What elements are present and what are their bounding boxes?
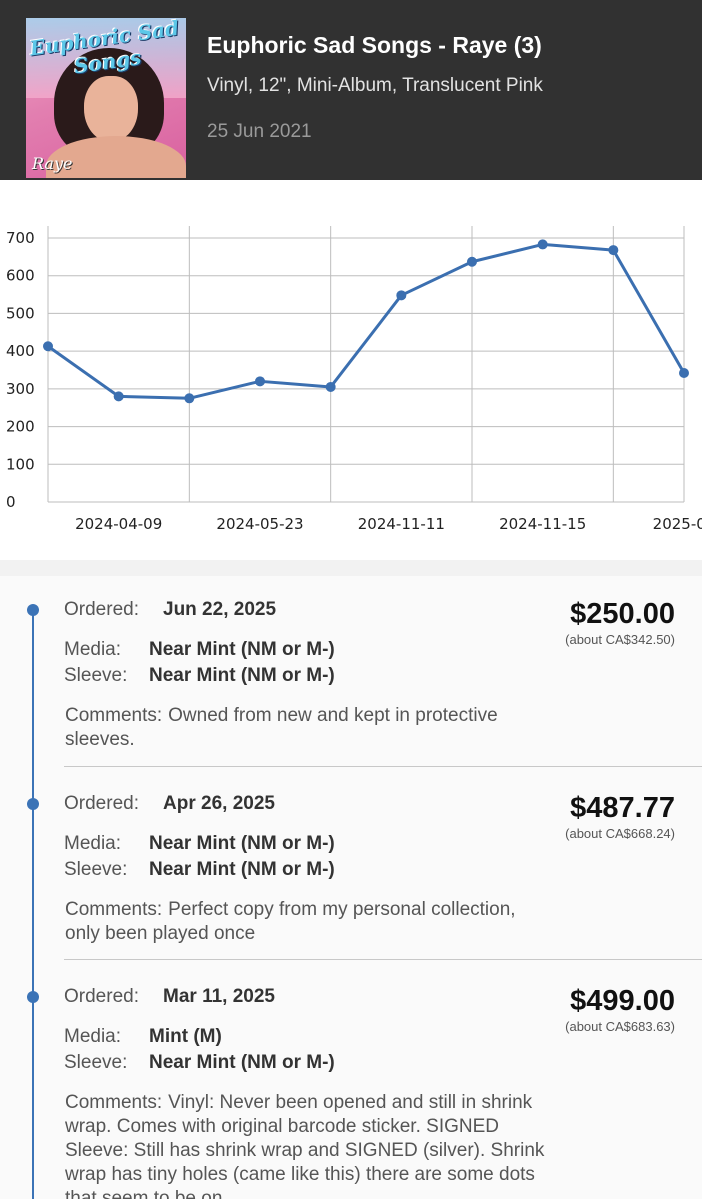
y-tick-label: 200 [6,418,35,436]
album-cover-image[interactable]: Euphoric Sad Songs Raye [26,18,186,178]
comments-text: Perfect copy from my personal collection… [65,899,516,944]
media-condition: Mint (M) [149,1026,222,1047]
data-point [255,376,265,387]
release-header: Euphoric Sad Songs Raye Euphoric Sad Son… [0,0,702,180]
y-tick-label: 600 [6,267,35,285]
y-tick-label: 700 [6,229,35,247]
data-point [43,341,53,352]
ordered-label: Ordered: [64,599,139,620]
sleeve-label: Sleeve: [64,859,128,880]
media-label: Media: [64,833,122,854]
section-gap [0,560,702,576]
list-item[interactable]: Ordered: Mar 11, 2025 $499.00 (about CA$… [0,963,702,1199]
order-comments: Comments: Perfect copy from my personal c… [65,898,545,946]
price-history-chart: 0 100 200 300 400 500 600 700 2024-04-09 2024-05-… [0,180,702,560]
order-date: Jun 22, 2025 [163,599,277,620]
cover-face [84,76,138,142]
comments-label: Comments: [65,705,163,726]
order-price-converted: (about CA$683.63) [565,1019,675,1034]
order-comments: Comments: Owned from new and kept in prot… [65,704,545,752]
data-point [679,368,689,379]
release-date: 25 Jun 2021 [207,121,312,142]
x-tick-label: 2024-04-09 [75,515,162,533]
divider [64,959,702,960]
order-comments: Comments: Vinyl: Never been opened and st… [65,1091,545,1199]
media-condition: Near Mint (NM or M-) [149,833,335,854]
comments-label: Comments: [65,1092,163,1113]
sleeve-condition: Near Mint (NM or M-) [149,859,335,880]
y-tick-label: 0 [6,493,16,511]
order-price: $487.77 [570,792,675,824]
release-title[interactable]: Euphoric Sad Songs - Raye (3) [207,32,542,58]
x-tick-label: 2024-11-11 [358,515,445,533]
sleeve-condition: Near Mint (NM or M-) [149,665,335,686]
ordered-label: Ordered: [64,986,139,1007]
comments-text: Vinyl: Never been opened and still in sh… [65,1092,545,1199]
x-tick-label: 2025-04 [653,515,702,533]
y-tick-label: 100 [6,455,35,473]
sleeve-label: Sleeve: [64,665,128,686]
media-condition: Near Mint (NM or M-) [149,639,335,660]
sales-history-list: Ordered: Jun 22, 2025 $250.00 (about CA$… [0,576,702,1199]
list-item[interactable]: Ordered: Jun 22, 2025 $250.00 (about CA$… [0,576,702,768]
data-point [113,391,124,402]
x-tick-label: 2024-11-15 [499,515,586,533]
cover-signature: Raye [32,154,73,173]
y-tick-label: 300 [6,380,35,398]
list-item[interactable]: Ordered: Apr 26, 2025 $487.77 (about CA$… [0,770,702,962]
data-point [396,290,407,301]
timeline-dot [27,798,39,810]
order-price-converted: (about CA$668.24) [565,826,675,841]
data-point [467,256,477,267]
divider [64,766,702,767]
media-label: Media: [64,639,122,660]
comments-label: Comments: [65,899,163,920]
data-point [184,393,195,404]
x-tick-label: 2024-05-23 [216,515,303,533]
release-format: Vinyl, 12", Mini-Album, Translucent Pink [207,75,543,96]
timeline-dot [27,991,39,1003]
data-point [537,239,548,250]
comments-text: Owned from new and kept in protective sl… [65,705,498,750]
sleeve-label: Sleeve: [64,1052,128,1073]
ordered-label: Ordered: [64,793,139,814]
data-point [325,381,336,392]
price-history-chart-svg: 0 100 200 300 400 500 600 700 2024-04-09 2024-05-… [6,226,702,533]
order-price-converted: (about CA$342.50) [565,632,675,647]
cover-shoulders [46,136,186,178]
order-date: Apr 26, 2025 [163,793,275,814]
series-line [47,242,686,400]
sleeve-condition: Near Mint (NM or M-) [149,1052,335,1073]
timeline-line [32,608,34,1199]
order-price: $499.00 [570,985,675,1017]
y-tick-label: 400 [6,342,35,360]
timeline-dot [27,604,39,616]
order-date: Mar 11, 2025 [163,986,275,1007]
order-price: $250.00 [570,598,675,630]
y-tick-label: 500 [6,304,35,322]
data-point [608,245,619,256]
media-label: Media: [64,1026,122,1047]
